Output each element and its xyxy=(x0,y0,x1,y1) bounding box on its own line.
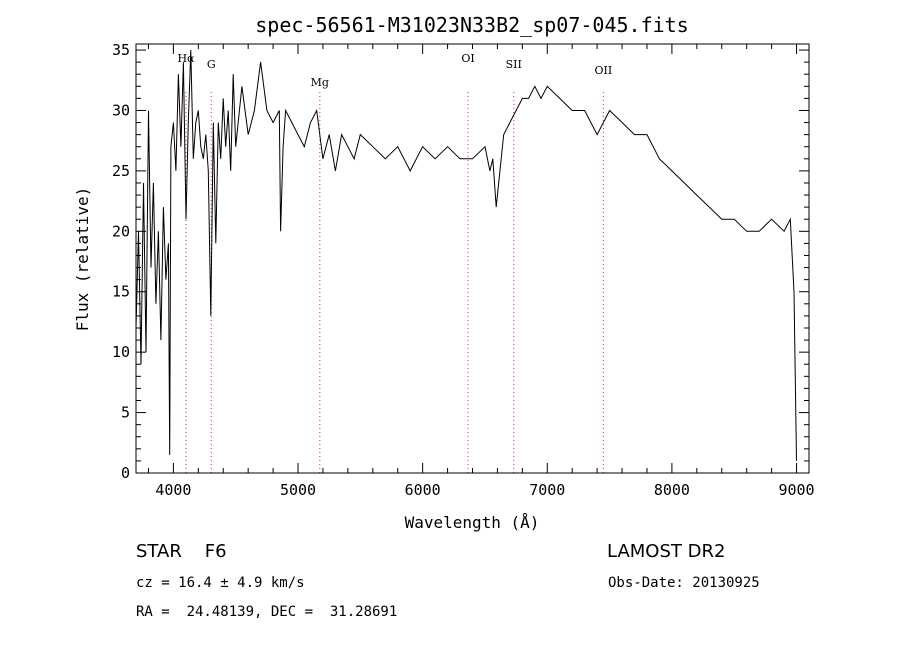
plot-frame xyxy=(135,43,810,474)
line-marker-label: Hα xyxy=(177,52,195,65)
line-marker-label: G xyxy=(207,58,216,71)
object-type-label: STAR F6 xyxy=(136,541,227,562)
line-marker-label: OI xyxy=(461,52,474,65)
y-tick-label: 0 xyxy=(121,464,130,482)
x-tick-label: 5000 xyxy=(280,481,316,499)
x-tick-label: 6000 xyxy=(405,481,441,499)
axis-ticks: 4000 5000 6000 7000 8000 9000 0 5 10 15 20 25 30 35 xyxy=(112,41,815,499)
y-tick-label: 25 xyxy=(112,162,130,180)
y-tick-label: 5 xyxy=(121,404,130,422)
obs-date-label: Obs-Date: 20130925 xyxy=(608,575,760,591)
y-tick-label: 35 xyxy=(112,41,130,59)
x-tick-label: 7000 xyxy=(529,481,565,499)
x-tick-label: 4000 xyxy=(155,481,191,499)
y-axis-label: Flux (relative) xyxy=(73,187,92,332)
line-marker-label: Mg xyxy=(311,76,329,89)
y-tick-label: 10 xyxy=(112,343,130,361)
x-tick-label: 8000 xyxy=(654,481,690,499)
y-tick-label: 30 xyxy=(112,101,130,119)
coordinates-label: RA = 24.48139, DEC = 31.28691 xyxy=(136,604,398,620)
spectrum-line xyxy=(135,49,797,461)
y-tick-label: 20 xyxy=(112,222,130,240)
line-marker-label: SII xyxy=(506,58,522,71)
line-markers: Hα G Mg OI SII OII xyxy=(177,52,612,473)
line-marker-label: OII xyxy=(595,64,613,77)
survey-label: LAMOST DR2 xyxy=(607,541,726,562)
x-tick-label: 9000 xyxy=(778,481,814,499)
x-axis-label: Wavelength (Å) xyxy=(405,513,540,532)
chart-title: spec-56561-M31023N33B2_sp07-045.fits xyxy=(255,13,688,37)
redshift-label: cz = 16.4 ± 4.9 km/s xyxy=(136,575,305,591)
y-tick-label: 15 xyxy=(112,283,130,301)
